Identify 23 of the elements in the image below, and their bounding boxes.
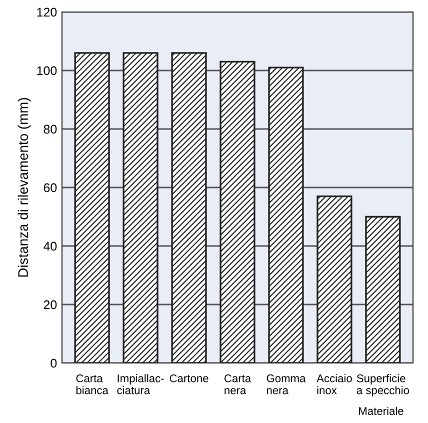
y-tick-label: 40	[44, 242, 57, 251]
x-tick-label: Carta bianca	[76, 374, 108, 394]
x-tick-label: Cartone	[170, 374, 208, 382]
bar	[122, 52, 158, 363]
bar	[171, 52, 207, 363]
bar	[220, 60, 256, 363]
y-tick-label: 60	[44, 183, 57, 192]
y-tick-label: 120	[37, 8, 57, 17]
y-tick-label: 80	[44, 124, 57, 134]
y-tick-label: 100	[37, 66, 57, 76]
bar	[316, 195, 352, 363]
x-tick-label: Carta nera	[224, 374, 252, 394]
y-axis-title: Distanza di rilevamento (mm)	[18, 98, 31, 277]
x-axis-title: Materiale	[359, 406, 404, 415]
y-tick-label: 20	[44, 300, 57, 310]
x-tick-label: Impiallac- ciatura	[117, 374, 164, 394]
x-tick-label: Acciaio inox	[316, 374, 352, 394]
bar	[268, 66, 304, 363]
bar	[74, 52, 110, 363]
bar	[365, 216, 401, 363]
x-tick-label: Superficie a specchio	[356, 374, 410, 396]
y-tick-label: 0	[50, 358, 57, 368]
x-tick-label: Gomma nera	[266, 374, 306, 394]
